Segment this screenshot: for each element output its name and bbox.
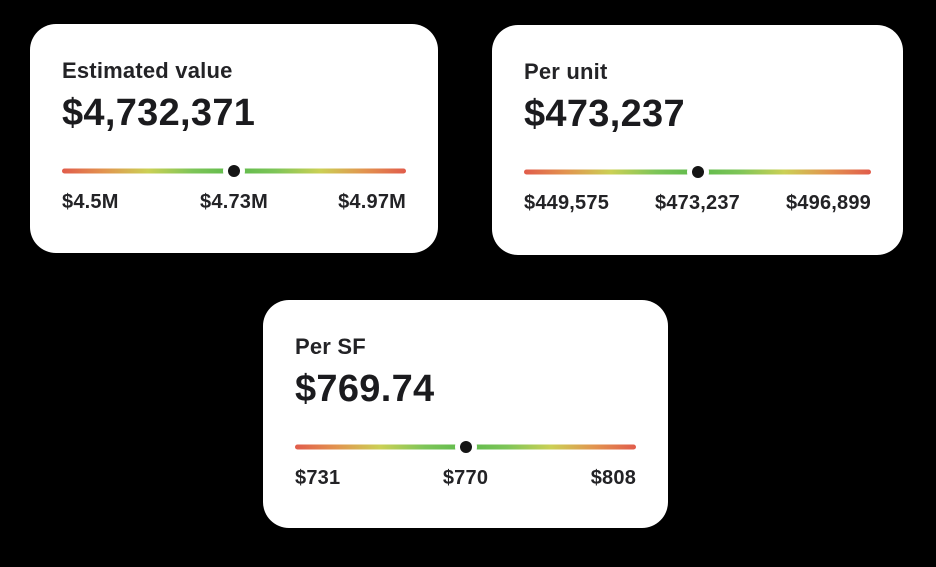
card-per-sf: Per SF $769.74 $731 $770 $808 [263, 300, 668, 528]
value-range-gauge [62, 165, 406, 177]
range-low-label: $4.5M [62, 191, 119, 213]
card-value: $473,237 [524, 93, 685, 135]
value-range-gauge [524, 166, 871, 178]
gauge-marker-dot [228, 165, 240, 177]
range-labels: $4.5M $4.73M $4.97M [62, 190, 406, 214]
value-range-gauge [295, 441, 636, 453]
range-high-label: $4.97M [338, 191, 407, 213]
range-low-label: $731 [295, 467, 341, 489]
card-title: Estimated value [62, 58, 233, 83]
card-value: $769.74 [295, 368, 435, 410]
range-high-label: $496,899 [785, 192, 872, 214]
card-value: $4,732,371 [62, 92, 256, 134]
range-labels: $449,575 $473,237 $496,899 [524, 191, 871, 215]
gauge-marker-dot [459, 441, 472, 453]
card-title: Per SF [295, 334, 366, 359]
range-mid-label: $473,237 [654, 192, 741, 214]
range-mid-label: $4.73M [200, 191, 268, 213]
card-estimated-value: Estimated value $4,732,371 $4.5M $4.73M … [30, 24, 438, 253]
gauge-marker-dot [691, 166, 704, 178]
range-mid-label: $770 [442, 467, 489, 489]
card-title: Per unit [524, 59, 608, 84]
range-labels: $731 $770 $808 [295, 466, 636, 490]
range-high-label: $808 [590, 467, 637, 489]
range-low-label: $449,575 [524, 192, 610, 214]
card-per-unit: Per unit $473,237 $449,575 $473,237 $496… [492, 25, 903, 255]
